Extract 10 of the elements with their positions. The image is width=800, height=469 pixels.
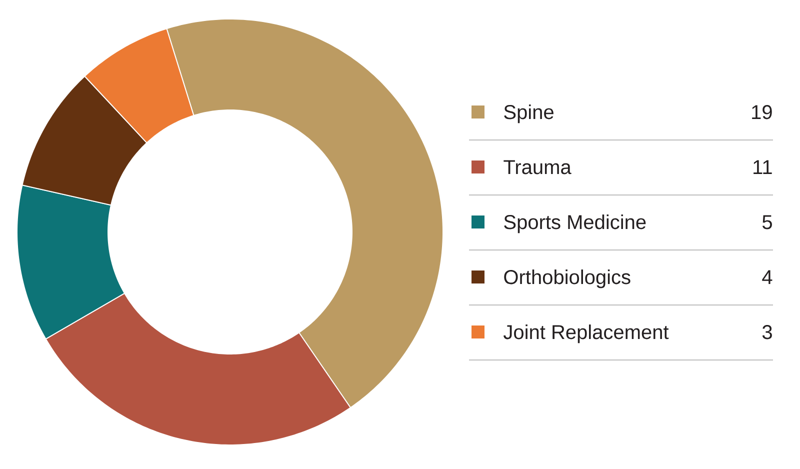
legend-label: Sports Medicine [504,214,646,234]
data-label: 19 [752,105,772,120]
legend-label: Spine [504,104,554,124]
data-label: 4 [762,270,772,284]
legend-label: Trauma [504,160,572,174]
legend-label: Orthobiologics [504,269,630,288]
legend-label: Joint Replacement [504,324,669,344]
data-label: 3 [762,325,772,340]
data-label: 11 [754,160,772,174]
data-label: 5 [762,215,772,230]
